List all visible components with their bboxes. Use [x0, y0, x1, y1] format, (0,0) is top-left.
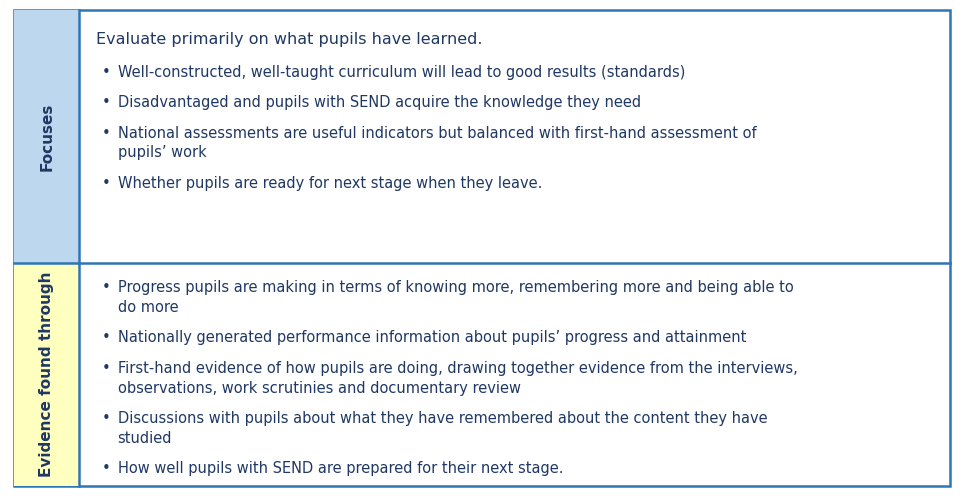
- Text: Evidence found through: Evidence found through: [40, 272, 54, 477]
- Text: First-hand evidence of how pupils are doing, drawing together evidence from the : First-hand evidence of how pupils are do…: [118, 361, 797, 376]
- Text: •: •: [102, 280, 111, 295]
- Text: Well-constructed, well-taught curriculum will lead to good results (standards): Well-constructed, well-taught curriculum…: [118, 64, 685, 80]
- FancyBboxPatch shape: [14, 10, 79, 263]
- Text: Disadvantaged and pupils with SEND acquire the knowledge they need: Disadvantaged and pupils with SEND acqui…: [118, 95, 641, 110]
- Text: •: •: [102, 361, 111, 376]
- Text: Evaluate primarily on what pupils have learned.: Evaluate primarily on what pupils have l…: [96, 32, 483, 47]
- Text: Nationally generated performance information about pupils’ progress and attainme: Nationally generated performance informa…: [118, 330, 746, 345]
- Text: do more: do more: [118, 300, 178, 315]
- Text: How well pupils with SEND are prepared for their next stage.: How well pupils with SEND are prepared f…: [118, 461, 563, 476]
- Text: •: •: [102, 411, 111, 426]
- Text: observations, work scrutinies and documentary review: observations, work scrutinies and docume…: [118, 380, 521, 396]
- Text: Progress pupils are making in terms of knowing more, remembering more and being : Progress pupils are making in terms of k…: [118, 280, 793, 295]
- Text: Focuses: Focuses: [40, 102, 54, 171]
- Text: pupils’ work: pupils’ work: [118, 145, 206, 160]
- Text: •: •: [102, 176, 111, 191]
- Text: •: •: [102, 64, 111, 80]
- Text: •: •: [102, 461, 111, 476]
- Text: •: •: [102, 330, 111, 345]
- Text: Discussions with pupils about what they have remembered about the content they h: Discussions with pupils about what they …: [118, 411, 767, 426]
- Text: National assessments are useful indicators but balanced with first-hand assessme: National assessments are useful indicato…: [118, 125, 756, 141]
- Text: Whether pupils are ready for next stage when they leave.: Whether pupils are ready for next stage …: [118, 176, 542, 191]
- Text: •: •: [102, 95, 111, 110]
- Text: •: •: [102, 125, 111, 141]
- Text: studied: studied: [118, 431, 173, 446]
- FancyBboxPatch shape: [14, 263, 79, 486]
- FancyBboxPatch shape: [14, 10, 950, 486]
